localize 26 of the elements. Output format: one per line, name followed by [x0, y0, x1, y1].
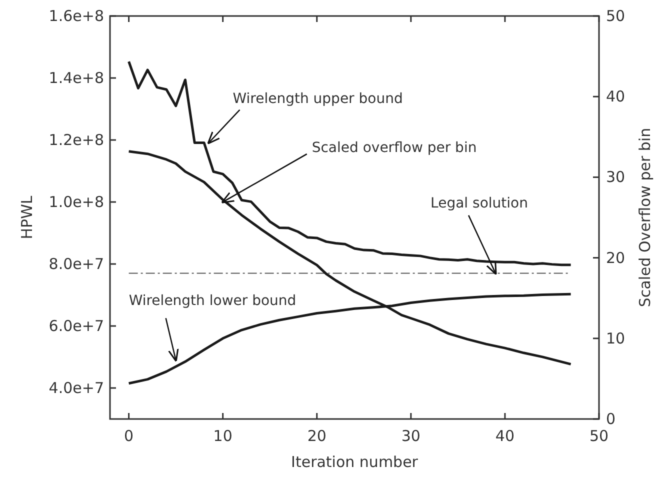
- annotation: Legal solution: [430, 195, 528, 212]
- x-axis-title: Iteration number: [291, 453, 419, 471]
- x-tick-label: 0: [124, 427, 134, 445]
- y-tick-label: 4.0e+7: [48, 379, 104, 397]
- y-tick-label: 1.6e+8: [48, 7, 104, 25]
- x-tick-label: 20: [307, 427, 326, 445]
- y2-tick-label: 0: [606, 410, 616, 428]
- y2-tick-label: 10: [606, 329, 626, 348]
- y-tick-label: 1.0e+8: [48, 193, 104, 211]
- x-tick-label: 50: [589, 427, 609, 445]
- x-tick-label: 30: [401, 427, 420, 445]
- y-axis-title: HPWL: [18, 195, 36, 240]
- y2-tick-label: 30: [606, 168, 626, 186]
- y-tick-label: 1.4e+8: [48, 69, 104, 87]
- annotation: Wirelength lower bound: [128, 293, 296, 310]
- x-tick-label: 10: [213, 427, 232, 445]
- y-tick-label: 8.0e+7: [48, 255, 104, 273]
- y2-tick-label: 40: [606, 88, 626, 106]
- y2-tick-label: 20: [606, 248, 626, 267]
- y2-tick-label: 50: [606, 7, 626, 25]
- x-tick-label: 40: [495, 427, 515, 445]
- y-tick-label: 6.0e+7: [48, 317, 104, 335]
- annotation: Scaled overflow per bin: [312, 140, 477, 156]
- y2-axis-title: Scaled Overflow per bin: [636, 128, 654, 308]
- annotation: Wirelength upper bound: [232, 90, 403, 107]
- y-tick-label: 1.2e+8: [48, 131, 104, 149]
